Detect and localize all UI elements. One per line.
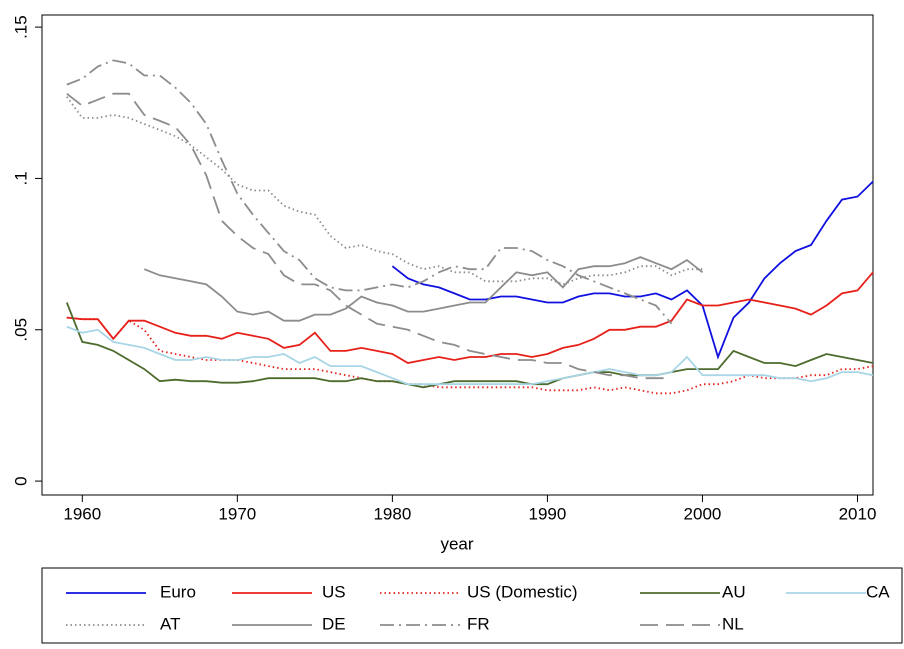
y-tick-label: .05: [11, 318, 30, 342]
series-line: [65, 302, 874, 389]
legend-label: AT: [160, 614, 180, 633]
x-axis-label: year: [440, 534, 473, 553]
series-line: [66, 59, 673, 325]
y-tick-label: .1: [11, 171, 30, 185]
legend-label: CA: [866, 582, 890, 601]
x-tick-label: 1960: [63, 504, 101, 523]
legend-box: [41, 567, 903, 644]
series-line: [66, 92, 672, 380]
legend-label: NL: [722, 614, 744, 633]
series-line: [66, 96, 703, 286]
series-line: [66, 325, 874, 386]
plot-frame: [41, 14, 874, 496]
y-tick-label: .15: [11, 15, 30, 39]
x-tick-label: 2000: [684, 504, 722, 523]
legend-label: DE: [322, 614, 346, 633]
legend-label: US: [322, 582, 346, 601]
x-tick-label: 1990: [529, 504, 567, 523]
series-line: [143, 256, 704, 322]
legend-label: AU: [722, 582, 746, 601]
legend-label: US (Domestic): [467, 582, 578, 601]
x-tick-label: 1980: [373, 504, 411, 523]
x-tick-label: 2010: [839, 504, 877, 523]
series-line: [66, 271, 874, 364]
legend-label: FR: [467, 614, 490, 633]
legend-label: Euro: [160, 582, 196, 601]
x-tick-label: 1970: [218, 504, 256, 523]
y-tick-label: 0: [11, 476, 30, 485]
series-line: [66, 316, 874, 395]
